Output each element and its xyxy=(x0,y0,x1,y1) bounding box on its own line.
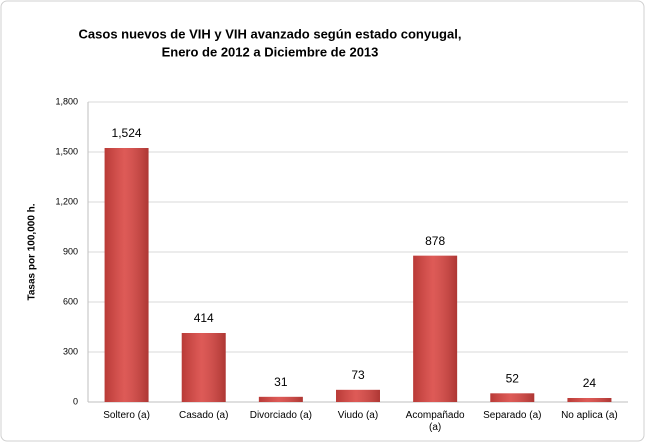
x-tick-label: Viudo (a) xyxy=(337,410,379,421)
y-tick-label: 0 xyxy=(73,396,78,406)
value-label: 24 xyxy=(583,376,597,390)
x-tick-label: Casado (a) xyxy=(178,410,229,421)
bar-shade xyxy=(490,393,535,402)
x-tick-label: No aplica (a) xyxy=(561,410,618,421)
value-label: 73 xyxy=(351,368,365,382)
bar-shade xyxy=(413,255,458,402)
y-tick-label: 600 xyxy=(63,296,78,306)
x-tick-label: Divorciado (a) xyxy=(249,410,312,421)
y-tick-label: 300 xyxy=(63,346,78,356)
value-label: 1,524 xyxy=(112,126,142,140)
y-tick-label: 1,500 xyxy=(55,146,78,156)
y-tick-label: 1,800 xyxy=(55,96,78,106)
bar-shade xyxy=(104,148,149,402)
x-tick-label: Separado (a) xyxy=(483,410,542,421)
y-axis-label: Tasas por 100,000 h. xyxy=(27,203,38,300)
bar-shade xyxy=(336,389,380,402)
chart-title: Enero de 2012 a Diciembre de 2013 xyxy=(162,44,379,59)
y-tick-label: 900 xyxy=(63,246,78,256)
chart-title: Casos nuevos de VIH y VIH avanzado según… xyxy=(79,26,462,41)
value-label: 31 xyxy=(274,375,288,389)
y-tick-label: 1,200 xyxy=(55,196,78,206)
value-label: 878 xyxy=(425,234,445,248)
x-tick-label: Soltero (a) xyxy=(103,410,150,421)
value-label: 414 xyxy=(194,311,214,325)
x-tick-label: Acompañado (a) xyxy=(405,410,465,433)
bar-shade xyxy=(258,396,303,402)
bar-shade xyxy=(567,398,612,402)
bar-shade xyxy=(181,333,226,402)
value-label: 52 xyxy=(506,372,520,386)
